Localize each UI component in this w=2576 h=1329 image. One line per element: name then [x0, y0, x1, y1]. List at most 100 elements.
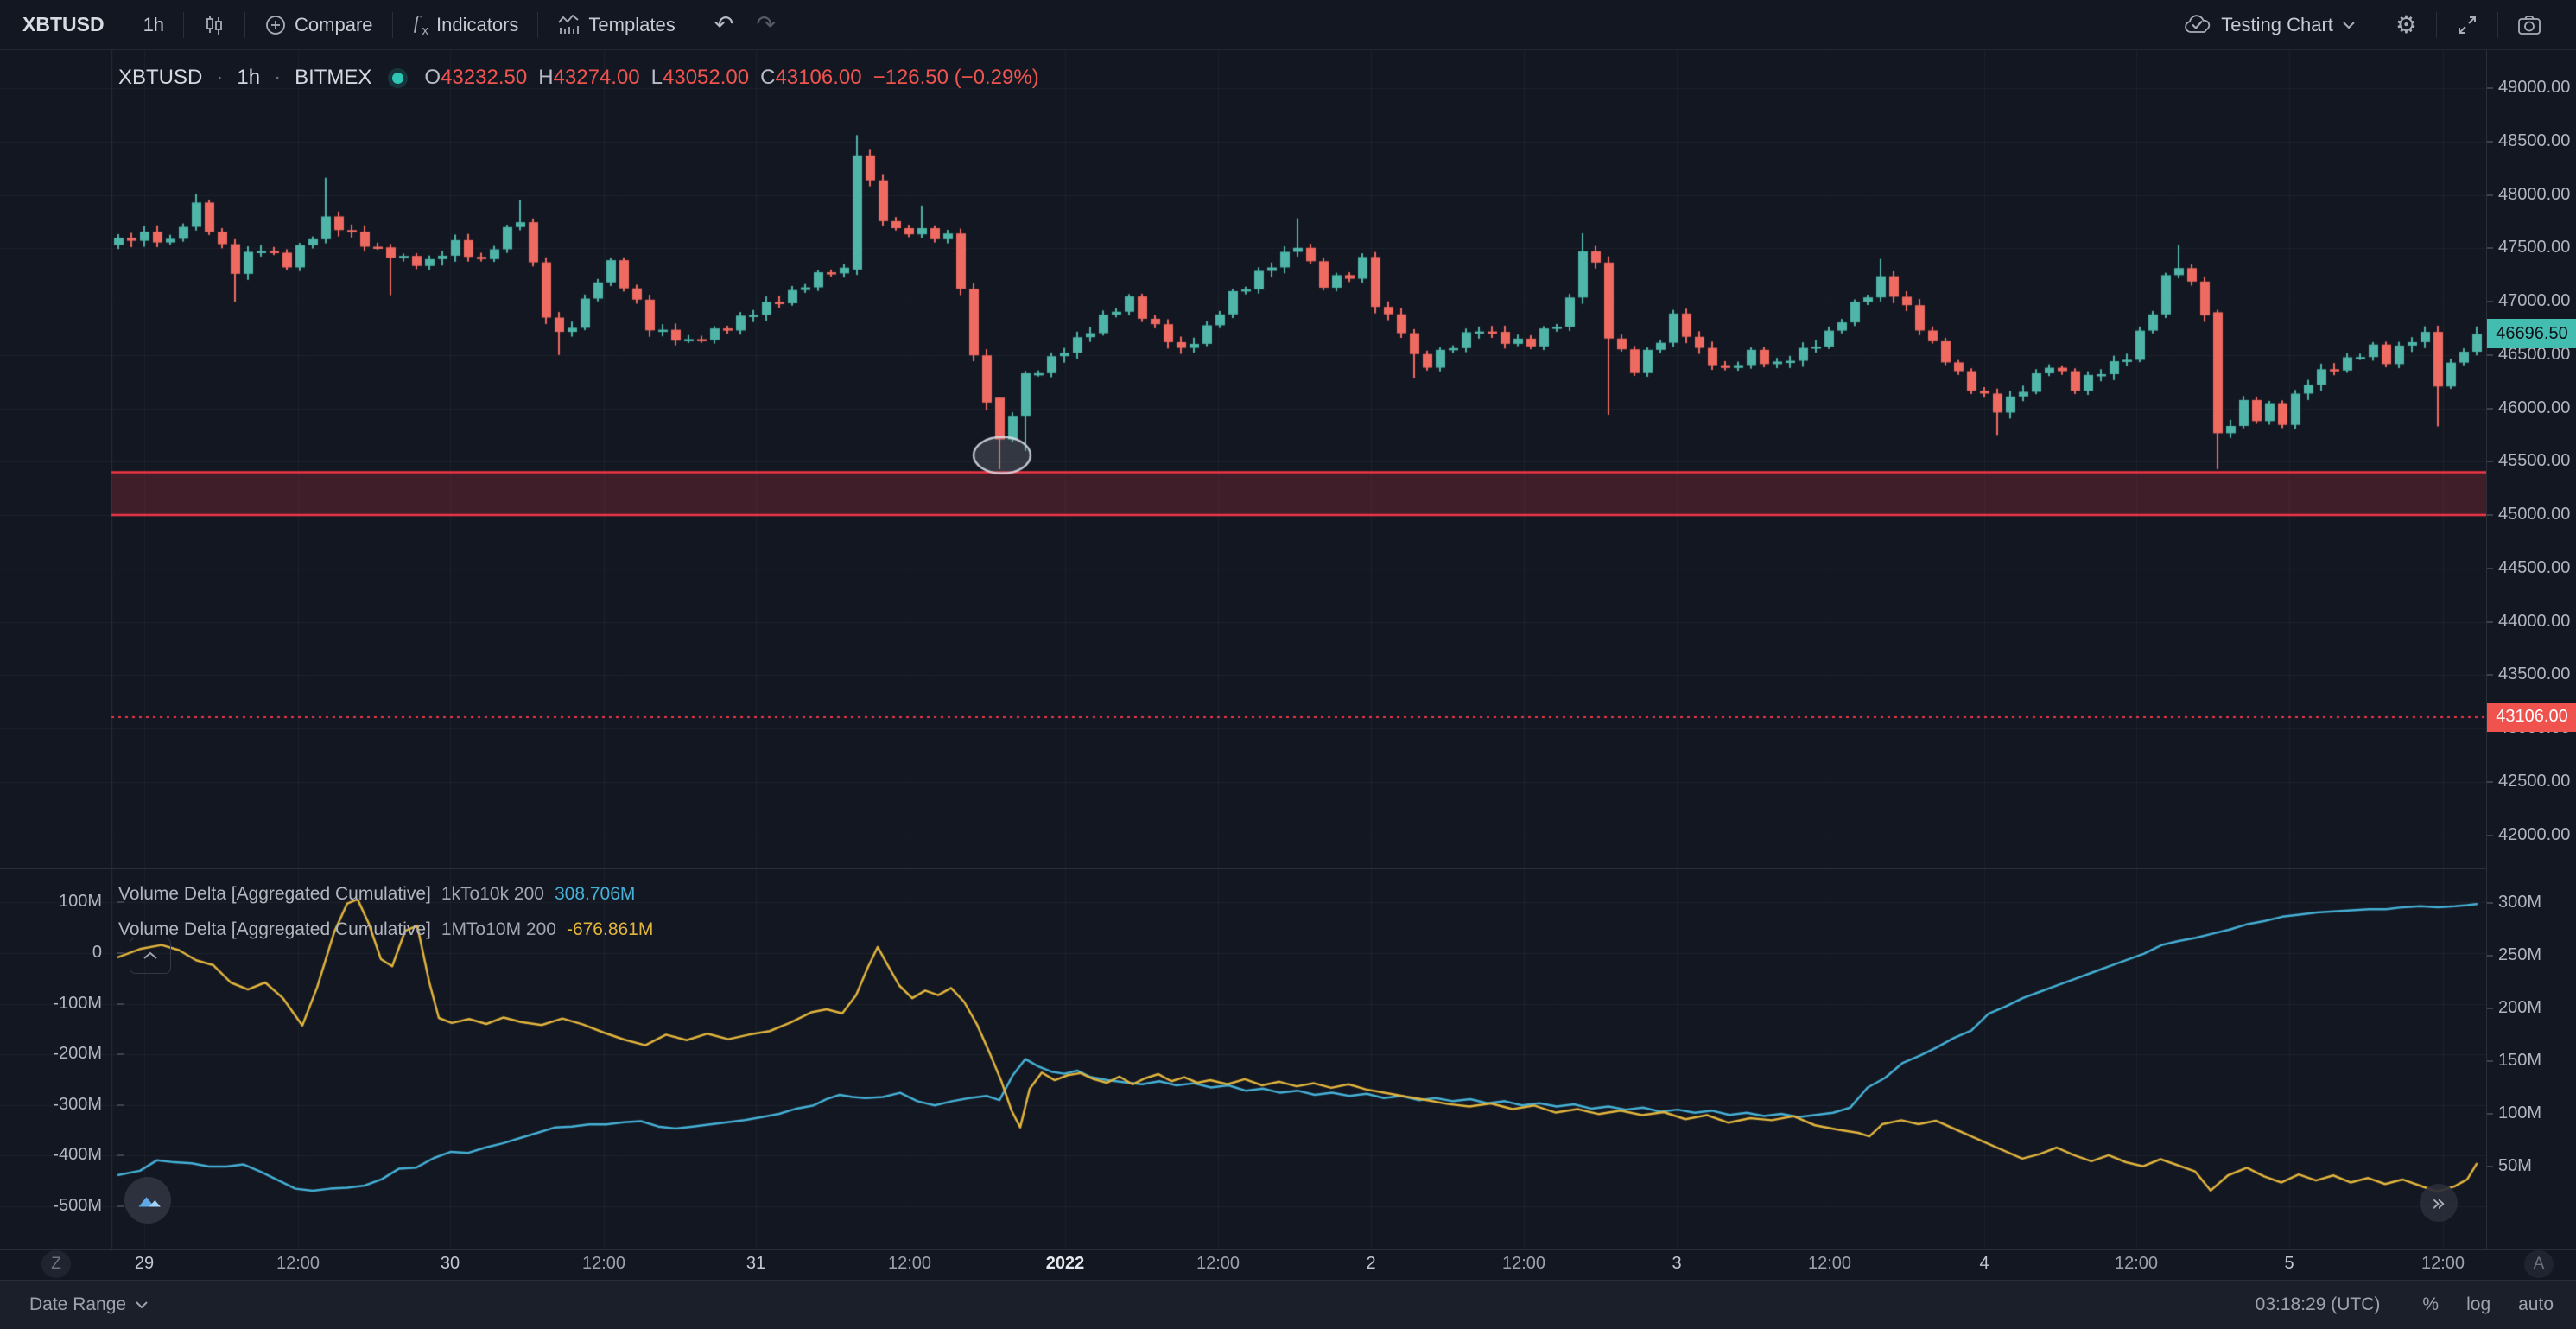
compare-plus-icon: [264, 14, 287, 36]
compare-button[interactable]: Compare: [245, 0, 391, 50]
screenshot-button[interactable]: [2498, 0, 2560, 50]
time-tick-label: 2022: [1045, 1254, 1085, 1273]
price-tick-label: 44000.00: [2498, 611, 2571, 631]
axis-tick: [117, 1002, 124, 1005]
axis-tick: [2487, 567, 2493, 569]
camera-icon: [2517, 14, 2541, 36]
percent-scale-button[interactable]: %: [2422, 1294, 2440, 1314]
timezone-badge[interactable]: Z: [41, 1250, 71, 1278]
price-tick-label: 100M: [2498, 1103, 2542, 1122]
pane-divider[interactable]: [0, 868, 2486, 869]
auto-scale-badge[interactable]: A: [2524, 1250, 2554, 1278]
price-tick-label: 42000.00: [2498, 824, 2571, 844]
redo-button[interactable]: ↷: [756, 11, 776, 38]
current-price-tag: 43106.00: [2487, 702, 2576, 732]
axis-tick: [2487, 1060, 2493, 1062]
time-tick-label: 12:00: [581, 1254, 626, 1273]
price-tick-label: 200M: [2498, 998, 2542, 1017]
axis-tick: [2487, 955, 2493, 957]
cloud-check-icon: [2184, 14, 2213, 36]
time-tick-label: 29: [134, 1254, 155, 1273]
volume-left-tick-label: -100M: [53, 993, 102, 1013]
indicator-pane-logo[interactable]: [124, 1177, 171, 1224]
volume-left-tick-label: -400M: [53, 1145, 102, 1165]
market-status-dot[interactable]: [392, 72, 404, 84]
time-axis[interactable]: Z A 29 12:00 30 12:00 31 12:00 2022 12:00 2 12:00…: [0, 1249, 2576, 1280]
indicator-row-1kTo10k[interactable]: Volume Delta [Aggregated Cumulative] 1kT…: [118, 883, 636, 904]
axis-tick: [117, 901, 124, 904]
price-tick-label: 46500.00: [2498, 344, 2571, 364]
toolbar-separator: [2497, 11, 2498, 38]
layout-menu-button[interactable]: Testing Chart: [2177, 0, 2376, 50]
clock[interactable]: 03:18:29 (UTC): [2255, 1294, 2381, 1314]
collapse-pane-button[interactable]: [130, 938, 171, 974]
templates-button[interactable]: Templates: [538, 0, 694, 50]
axis-tick: [2487, 1166, 2493, 1167]
price-tick-label: 47000.00: [2498, 291, 2571, 310]
volume-left-tick-label: 100M: [58, 892, 102, 912]
date-range-button[interactable]: Date Range: [0, 1294, 161, 1315]
templates-icon: [557, 14, 581, 36]
axis-tick: [117, 1154, 124, 1157]
time-tick-label: 4: [1979, 1254, 1989, 1273]
undo-button[interactable]: ↶: [714, 11, 734, 38]
axis-tick: [117, 1053, 124, 1056]
chevron-down-icon: [136, 1301, 148, 1309]
auto-scale-button[interactable]: auto: [2518, 1294, 2554, 1314]
time-tick-label: 12:00: [1196, 1254, 1240, 1273]
price-tick-label: 45500.00: [2498, 451, 2571, 471]
indicators-button[interactable]: ƒx Indicators: [393, 0, 538, 50]
volume-left-tick-label: -300M: [53, 1094, 102, 1114]
interval-button[interactable]: 1h: [124, 0, 183, 50]
fx-icon: ƒx: [411, 11, 429, 38]
fullscreen-icon: [2456, 14, 2478, 36]
open-value: 43232.50: [441, 66, 528, 89]
axis-tick: [2487, 1113, 2493, 1115]
volume-legend: Volume Delta [Aggregated Cumulative] 1kT…: [118, 876, 653, 947]
axis-tick: [2487, 674, 2493, 677]
time-tick-label: 12:00: [887, 1254, 932, 1273]
time-tick-label: 12:00: [276, 1254, 320, 1273]
price-tick-label: 46000.00: [2498, 397, 2571, 417]
axis-tick: [2487, 353, 2493, 356]
high-value: 43274.00: [553, 66, 640, 89]
toolbar-separator: [244, 11, 246, 38]
axis-tick: [2487, 620, 2493, 623]
log-scale-button[interactable]: log: [2466, 1294, 2491, 1314]
legend-symbol: XBTUSD: [118, 66, 203, 89]
legend-exchange: BITMEX: [295, 66, 372, 89]
current-price-tag: 46696.50: [2487, 319, 2576, 349]
indicator-row-1MTo10M[interactable]: Volume Delta [Aggregated Cumulative] 1MT…: [118, 919, 654, 939]
price-tick-label: 150M: [2498, 1051, 2542, 1070]
symbol-label: XBTUSD: [22, 13, 105, 35]
fullscreen-button[interactable]: [2437, 0, 2497, 50]
templates-label: Templates: [588, 13, 676, 35]
compare-label: Compare: [295, 13, 373, 35]
time-tick-label: 12:00: [2421, 1254, 2465, 1273]
scroll-to-latest-button[interactable]: »: [2420, 1184, 2458, 1222]
ohlc-values: O43232.50 H43274.00 L43052.00 C43106.00 …: [424, 66, 1039, 89]
axis-tick: [2487, 514, 2493, 516]
volume-delta-canvas[interactable]: [0, 869, 2486, 1249]
time-tick-label: 5: [2284, 1254, 2294, 1273]
date-range-label: Date Range: [29, 1294, 127, 1314]
low-value: 43052.00: [663, 66, 750, 89]
price-chart-canvas[interactable]: [0, 50, 2486, 869]
chevron-down-icon: [2341, 20, 2357, 30]
time-tick-label: 30: [440, 1254, 460, 1273]
symbol-button[interactable]: XBTUSD: [16, 0, 124, 50]
settings-button[interactable]: ⚙: [2395, 10, 2417, 39]
area-chart-icon: [138, 1197, 161, 1207]
toolbar-separator: [391, 11, 393, 38]
price-axis[interactable]: 49000.00 48500.00 48000.00 47500.00 47000.00…: [2486, 50, 2576, 1249]
price-tick-label: 42500.00: [2498, 771, 2571, 791]
axis-tick: [2487, 87, 2493, 89]
chart-area: XBTUSD · 1h · BITMEX O43232.50 H43274.00…: [0, 50, 2486, 1249]
price-tick-label: 43500.00: [2498, 664, 2571, 684]
chart-style-button[interactable]: [184, 0, 244, 50]
axis-tick: [2487, 780, 2493, 783]
volume-left-tick-label: -200M: [53, 1044, 102, 1064]
main-legend[interactable]: XBTUSD · 1h · BITMEX O43232.50 H43274.00…: [118, 66, 1039, 89]
axis-tick: [117, 1205, 124, 1207]
